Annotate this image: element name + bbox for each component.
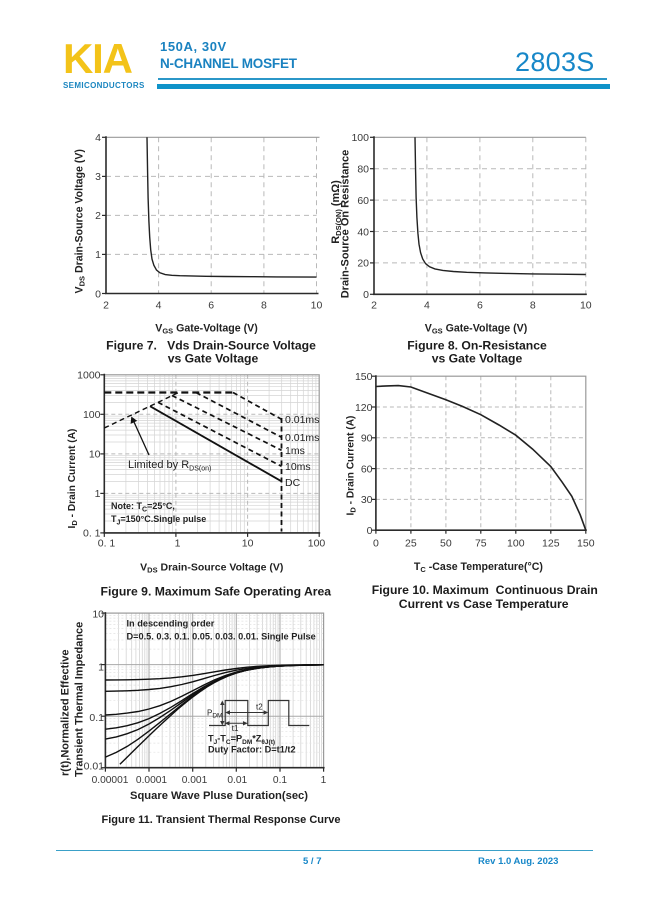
- svg-text:0: 0: [363, 289, 369, 301]
- svg-text:r(t),Normalized Effective: r(t),Normalized Effective: [59, 649, 71, 776]
- svg-text:TC -Case Temperature(°C): TC -Case Temperature(°C): [414, 561, 543, 574]
- svg-text:1: 1: [321, 775, 327, 786]
- svg-text:150: 150: [355, 371, 373, 383]
- svg-text:10: 10: [92, 609, 104, 621]
- svg-text:75: 75: [475, 538, 487, 550]
- svg-text:RDS(ON) (mΩ): RDS(ON) (mΩ): [330, 180, 343, 244]
- svg-text:In descending order: In descending order: [127, 619, 215, 629]
- svg-text:100: 100: [308, 538, 326, 550]
- svg-text:ID - Drain Current (A): ID - Drain Current (A): [346, 416, 358, 516]
- svg-text:100: 100: [83, 409, 101, 421]
- svg-text:10: 10: [311, 300, 323, 312]
- svg-text:t2: t2: [256, 703, 263, 712]
- svg-text:0: 0: [367, 525, 373, 537]
- svg-text:VGS Gate-Voltage (V): VGS Gate-Voltage (V): [425, 323, 528, 336]
- svg-text:2: 2: [371, 300, 377, 312]
- svg-text:10: 10: [580, 300, 592, 312]
- svg-text:20: 20: [357, 258, 369, 270]
- svg-text:6: 6: [477, 300, 483, 312]
- svg-text:TJ=150°C.Single pulse: TJ=150°C.Single pulse: [111, 514, 206, 527]
- svg-text:3: 3: [95, 171, 101, 183]
- svg-text:60: 60: [361, 463, 373, 475]
- svg-text:0.1: 0.1: [89, 712, 104, 724]
- svg-text:0.001: 0.001: [182, 775, 208, 786]
- svg-text:Limited by RDS(on): Limited by RDS(on): [128, 459, 211, 473]
- svg-text:VDS Drain-Source Voltage (V): VDS Drain-Source Voltage (V): [74, 149, 87, 293]
- svg-text:50: 50: [440, 538, 452, 550]
- svg-text:0. 1: 0. 1: [83, 528, 101, 540]
- svg-text:Square Wave Pluse Duration(sec: Square Wave Pluse Duration(sec): [130, 790, 308, 802]
- svg-text:0.01: 0.01: [227, 775, 247, 786]
- svg-text:1: 1: [175, 538, 181, 550]
- svg-text:Figure 7. Vds Drain-Source V: Figure 7. Vds Drain-Source Voltage: [106, 339, 316, 353]
- svg-text:100: 100: [507, 538, 525, 550]
- svg-text:TJ-TC=PDM*ZθJ(t): TJ-TC=PDM*ZθJ(t): [208, 734, 275, 747]
- svg-text:4: 4: [95, 132, 101, 144]
- svg-text:40: 40: [357, 226, 369, 238]
- svg-text:1000: 1000: [77, 370, 101, 382]
- svg-text:Current vs Case Temperature: Current vs Case Temperature: [399, 597, 569, 611]
- svg-text:0.0001: 0.0001: [136, 775, 167, 786]
- svg-text:4: 4: [424, 300, 430, 312]
- svg-text:Duty Factor: D=t1/t2: Duty Factor: D=t1/t2: [208, 744, 296, 754]
- svg-text:1: 1: [95, 488, 101, 500]
- svg-text:Figure 8. On-Resistance: Figure 8. On-Resistance: [407, 339, 547, 353]
- svg-text:vs Gate Voltage: vs Gate Voltage: [168, 352, 259, 366]
- svg-text:0.00001: 0.00001: [92, 775, 129, 786]
- svg-text:4: 4: [156, 300, 162, 312]
- svg-text:10: 10: [89, 449, 101, 461]
- svg-text:vs Gate Voltage: vs Gate Voltage: [432, 352, 523, 366]
- svg-text:0.1: 0.1: [273, 775, 287, 786]
- svg-text:125: 125: [542, 538, 560, 550]
- svg-text:0.01ms: 0.01ms: [285, 432, 319, 444]
- svg-text:DC: DC: [285, 477, 301, 489]
- svg-text:25: 25: [405, 538, 417, 550]
- svg-text:VGS Gate-Voltage (V): VGS Gate-Voltage (V): [155, 323, 258, 336]
- svg-text:0: 0: [373, 538, 379, 550]
- svg-text:8: 8: [261, 300, 267, 312]
- svg-text:2: 2: [103, 300, 109, 312]
- svg-text:ID - Drain Current (A): ID - Drain Current (A): [67, 429, 79, 529]
- svg-text:Figure 11. Transient Thermal R: Figure 11. Transient Thermal Response Cu…: [101, 814, 340, 826]
- svg-text:t1: t1: [232, 724, 239, 733]
- svg-text:90: 90: [361, 433, 373, 445]
- svg-text:Figure 9. Maximum Safe Operati: Figure 9. Maximum Safe Operating Area: [101, 585, 332, 599]
- svg-text:0: 0: [95, 288, 101, 300]
- svg-text:10ms: 10ms: [285, 461, 311, 473]
- svg-text:2: 2: [95, 210, 101, 222]
- svg-text:1: 1: [98, 662, 104, 674]
- svg-text:100: 100: [351, 132, 369, 144]
- svg-text:VDS Drain-Source Voltage (V): VDS Drain-Source Voltage (V): [140, 562, 283, 575]
- svg-text:150: 150: [577, 538, 595, 550]
- svg-text:0.01: 0.01: [84, 761, 105, 773]
- svg-text:1ms: 1ms: [285, 445, 305, 457]
- svg-text:Note: TC=25°C,: Note: TC=25°C,: [111, 501, 175, 514]
- svg-text:120: 120: [355, 402, 373, 414]
- svg-text:60: 60: [357, 195, 369, 207]
- svg-text:8: 8: [530, 300, 536, 312]
- svg-text:PDM: PDM: [207, 709, 222, 720]
- svg-text:Transient Thermal Impedance: Transient Thermal Impedance: [74, 622, 86, 777]
- svg-text:0. 1: 0. 1: [98, 538, 116, 550]
- svg-text:30: 30: [361, 494, 373, 506]
- svg-text:6: 6: [208, 300, 214, 312]
- svg-text:1: 1: [95, 249, 101, 261]
- svg-text:Figure 10. Maximum Continuous: Figure 10. Maximum Continuous Drain: [372, 583, 598, 597]
- svg-text:80: 80: [357, 164, 369, 176]
- svg-text:D=0.5. 0.3. 0.1. 0.05. 0.03. 0: D=0.5. 0.3. 0.1. 0.05. 0.03. 0.01. Singl…: [127, 631, 316, 641]
- svg-text:10: 10: [242, 538, 254, 550]
- svg-text:0.01ms: 0.01ms: [285, 414, 319, 426]
- svg-text:Drain-Source On Resistance: Drain-Source On Resistance: [340, 150, 352, 299]
